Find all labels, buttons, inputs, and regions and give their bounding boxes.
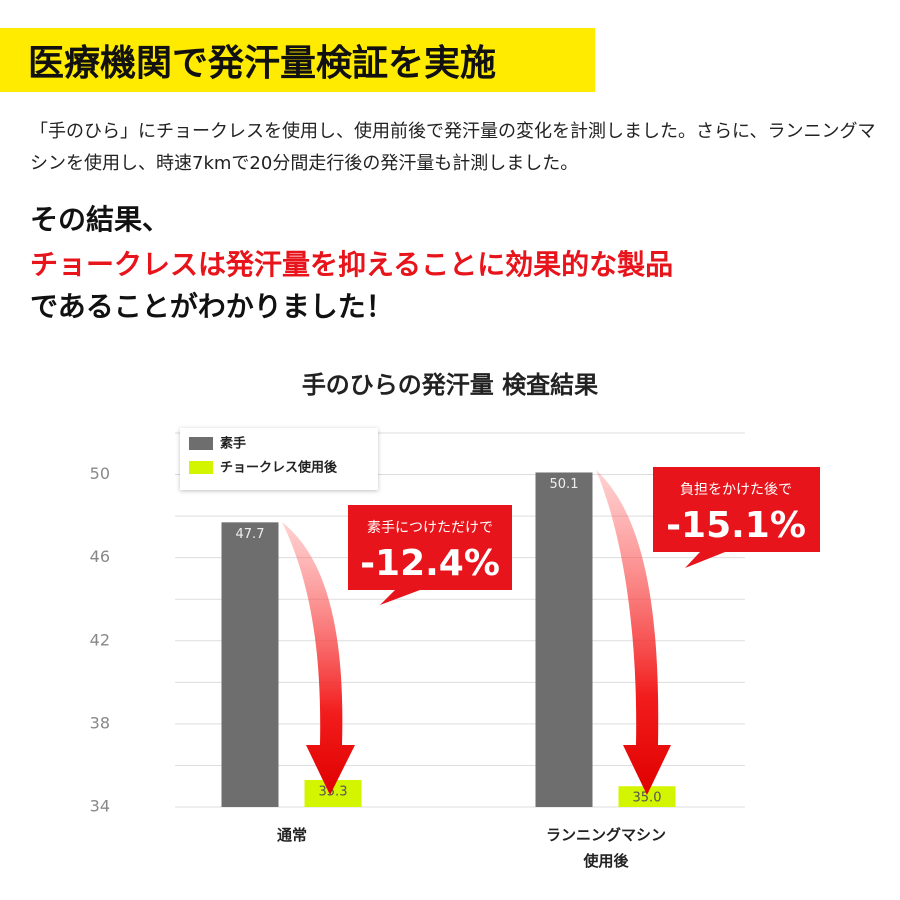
conclusion: その結果、 [30, 203, 171, 236]
value-label: 50.1 [550, 477, 579, 492]
callout-text: 素手につけただけで [367, 520, 493, 536]
chart-title: 手のひらの発汗量 検査結果 [302, 371, 598, 399]
value-label: 47.7 [236, 527, 265, 542]
conclusion: であることがわかりました！ [30, 290, 394, 323]
value-label: 35.0 [633, 791, 662, 806]
legend-swatch [189, 461, 213, 474]
x-tick-label: 通常 [276, 826, 307, 844]
callout-text: 負担をかけた後で [680, 482, 792, 498]
arrow [282, 522, 355, 795]
x-tick-label: ランニングマシン使用後 [545, 826, 666, 870]
bar [618, 786, 676, 807]
callout-value: -12.4% [360, 543, 500, 584]
callout [348, 505, 512, 605]
arrow [596, 470, 671, 795]
callout [653, 467, 820, 568]
bar [535, 472, 593, 807]
legend-label: チョークレス使用後 [220, 460, 338, 476]
y-tick-label: 34 [90, 797, 110, 816]
y-tick-label: 42 [90, 630, 110, 649]
y-tick-label: 50 [90, 464, 110, 483]
legend-swatch [189, 437, 213, 450]
bar [221, 522, 279, 807]
conclusion-highlight: チョークレスは発汗量を抑えることに効果的な製品 [30, 248, 674, 281]
y-tick-label: 38 [90, 713, 110, 732]
y-tick-label: 46 [90, 547, 110, 566]
page-title: 医療機関で発汗量検証を実施 [28, 43, 497, 84]
title-bar [0, 28, 595, 92]
body-text: 「手のひら」にチョークレスを使用し、使用前後で発汗量の変化を計測しました。さらに… [30, 121, 876, 174]
legend-label: 素手 [220, 436, 246, 452]
value-label: 35.3 [319, 784, 348, 799]
callout-value: -15.1% [666, 505, 806, 546]
